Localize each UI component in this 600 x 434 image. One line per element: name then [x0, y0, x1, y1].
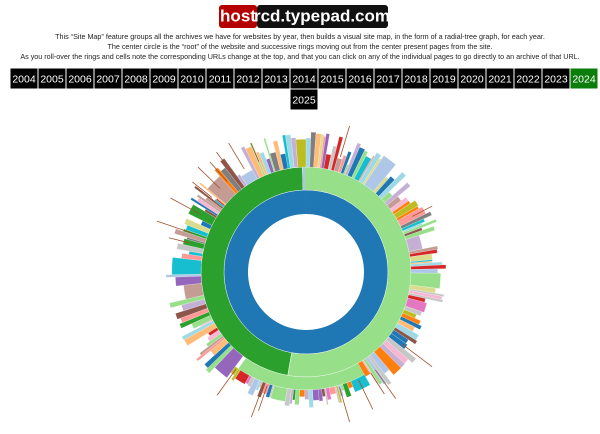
host-label: host	[220, 6, 256, 25]
year-button[interactable]: 2025	[289, 88, 319, 111]
page-spike	[370, 372, 385, 395]
year-button[interactable]: 2023	[541, 67, 571, 90]
page-cell[interactable]	[410, 268, 438, 274]
year-label[interactable]: 2011	[209, 73, 232, 85]
year-button[interactable]: 2018	[401, 67, 431, 90]
year-button[interactable]: 2005	[37, 67, 67, 90]
year-label[interactable]: 2024	[572, 73, 596, 85]
year-button[interactable]: 2015	[317, 67, 347, 90]
page-spike	[192, 181, 213, 198]
site-label: rcd.typepad.com	[254, 6, 390, 25]
year-button[interactable]: 2022	[513, 67, 543, 90]
year-label[interactable]: 2025	[292, 94, 316, 106]
year-label[interactable]: 2006	[68, 73, 92, 85]
year-button[interactable]: 2019	[429, 67, 459, 90]
description-line: As you roll-over the rings and cells not…	[20, 52, 579, 61]
year-button[interactable]: 2020	[457, 67, 487, 90]
year-label[interactable]: 2023	[544, 73, 568, 85]
year-cell[interactable]	[289, 88, 319, 111]
site-badge	[257, 5, 388, 28]
year-button[interactable]: 2013	[261, 67, 291, 90]
year-label[interactable]: 2005	[40, 73, 64, 85]
year-button[interactable]: 2016	[345, 67, 375, 90]
year-button[interactable]: 2008	[121, 67, 151, 90]
year-label[interactable]: 2004	[12, 73, 36, 85]
page-spike	[401, 343, 433, 367]
year-button[interactable]: 2017	[373, 67, 403, 90]
page-cell[interactable]	[312, 389, 320, 401]
page-spike	[375, 369, 397, 399]
year-label[interactable]: 2022	[516, 73, 540, 85]
year-bar: 2004 2005 2006 2007 2008 2009 2010 2011 2012 2013…	[9, 67, 599, 111]
page-cell[interactable]	[295, 139, 307, 168]
year-label[interactable]: 2015	[320, 73, 344, 85]
page-spike	[216, 369, 237, 396]
page-spike	[228, 142, 245, 170]
year-button[interactable]: 2010	[177, 67, 207, 90]
page-spike	[168, 237, 190, 244]
page-spike	[339, 125, 350, 158]
ring-root	[223, 190, 388, 354]
year-label[interactable]: 2014	[292, 73, 316, 85]
year-button[interactable]: 2024	[569, 67, 599, 90]
year-label[interactable]: 2019	[432, 73, 456, 85]
year-label[interactable]: 2021	[488, 73, 512, 85]
page-spike	[250, 384, 265, 418]
year-button[interactable]: 2011	[205, 67, 235, 90]
page-spike	[170, 197, 201, 215]
year-cell[interactable]	[569, 67, 599, 90]
year-label[interactable]: 2017	[376, 73, 400, 85]
year-label[interactable]: 2007	[96, 73, 120, 85]
year-button[interactable]: 2014	[289, 67, 319, 90]
page-spike	[209, 161, 228, 182]
year-label[interactable]: 2018	[404, 73, 428, 85]
page-cell[interactable]	[304, 389, 310, 400]
year-button[interactable]: 2007	[93, 67, 123, 90]
description-line: This “Site Map” feature groups all the a…	[55, 32, 545, 41]
ring-segment	[302, 167, 306, 191]
page-spike	[156, 220, 193, 234]
year-button[interactable]: 2004	[9, 67, 39, 90]
page-spike	[216, 151, 235, 177]
year-label[interactable]: 2013	[264, 73, 288, 85]
page-spike	[258, 385, 268, 411]
page-cell[interactable]	[299, 389, 305, 397]
year-label[interactable]: 2016	[348, 73, 372, 85]
page-spike	[339, 387, 350, 423]
host-badge	[219, 5, 257, 28]
page-spike	[358, 379, 374, 410]
radial-tree	[156, 125, 447, 423]
year-button[interactable]: 2009	[149, 67, 179, 90]
year-label[interactable]: 2012	[236, 73, 260, 85]
year-button[interactable]: 2021	[485, 67, 515, 90]
year-label[interactable]: 2008	[124, 73, 148, 85]
year-button[interactable]: 2012	[233, 67, 263, 90]
year-label[interactable]: 2009	[152, 73, 176, 85]
page-spike	[197, 166, 221, 189]
year-button[interactable]: 2006	[65, 67, 95, 90]
description-line: The center circle is the “root” of the w…	[107, 42, 492, 51]
page-spike	[412, 205, 433, 217]
page-cell[interactable]	[357, 360, 371, 377]
year-label[interactable]: 2020	[460, 73, 484, 85]
year-label[interactable]: 2010	[180, 73, 204, 85]
page-spike	[250, 142, 260, 162]
